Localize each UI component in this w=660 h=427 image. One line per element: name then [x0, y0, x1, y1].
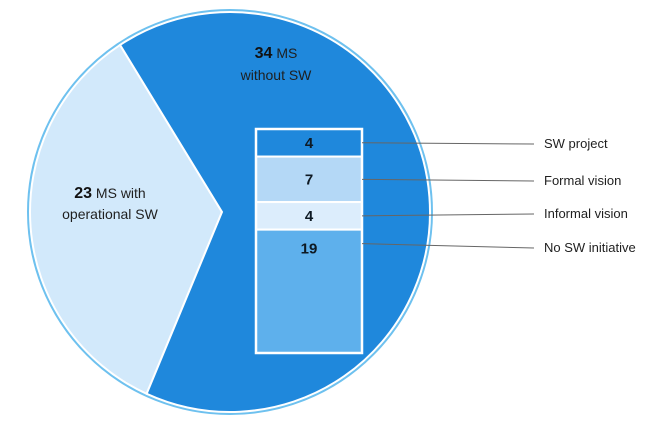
- slice-without-suffix: MS: [272, 45, 297, 61]
- breakdown-value-no-sw-initiative: 19: [301, 241, 318, 258]
- leader-line-sw-project: [361, 142, 535, 145]
- breakdown-value-formal-vision: 7: [305, 171, 313, 188]
- breakdown-legend: SW project Formal vision Informal vision No…: [361, 136, 636, 255]
- slice-without-label-line1: 34 MS: [255, 45, 298, 62]
- legend-label-no-sw-initiative: No SW initiative: [544, 240, 636, 255]
- breakdown-value-informal-vision: 4: [305, 208, 314, 225]
- slice-operational-number: 23: [74, 185, 92, 202]
- slice-operational-label-line1: 23 MS with: [74, 185, 145, 202]
- legend-label-formal-vision: Formal vision: [544, 173, 621, 188]
- leader-line-informal-vision: [361, 213, 535, 217]
- slice-operational-sw: [29, 43, 224, 396]
- slice-without-label-line2: without SW: [240, 67, 313, 83]
- leader-line-no-sw-initiative: [361, 243, 535, 249]
- breakdown-stack-border: [254, 127, 364, 355]
- slice-operational-label-line2: operational SW: [62, 206, 159, 222]
- pie-outline: [27, 9, 433, 415]
- leader-line-formal-vision: [361, 178, 535, 182]
- breakdown-stack: 4 7 4 19: [255, 128, 363, 354]
- breakdown-value-sw-project: 4: [305, 135, 314, 152]
- slice-without-number: 34: [255, 45, 273, 62]
- legend-label-sw-project: SW project: [544, 136, 608, 151]
- legend-label-informal-vision: Informal vision: [544, 206, 628, 221]
- slice-operational-suffix: MS with: [92, 185, 146, 201]
